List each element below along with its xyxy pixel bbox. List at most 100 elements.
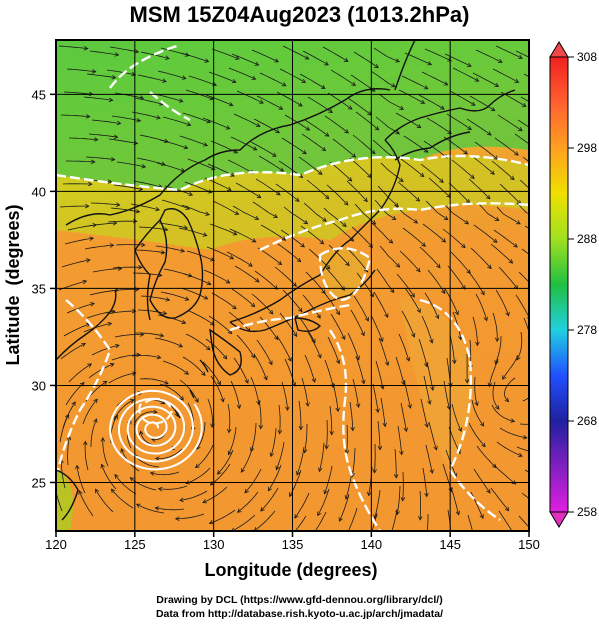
- streamline: [203, 269, 230, 284]
- streamline-arrowhead: [542, 171, 546, 175]
- streamline: [85, 156, 115, 160]
- streamline: [396, 485, 401, 515]
- streamline: [135, 332, 164, 337]
- streamline: [227, 159, 254, 174]
- streamline-arrowhead: [87, 363, 93, 368]
- streamline-arrowhead: [335, 310, 340, 316]
- streamline: [401, 310, 415, 338]
- streamline: [322, 290, 340, 315]
- streamline-arrowhead: [138, 186, 144, 192]
- streamline: [131, 111, 161, 119]
- streamline-arrowhead: [202, 232, 208, 237]
- streamline-arrowhead: [323, 489, 328, 495]
- streamline-arrowhead: [411, 332, 416, 338]
- streamline-arrowhead: [317, 511, 322, 517]
- streamline: [211, 48, 240, 60]
- streamline: [228, 426, 237, 455]
- streamline-arrowhead: [344, 129, 349, 134]
- streamline-arrowhead: [82, 279, 88, 285]
- streamline-arrowhead: [287, 357, 292, 362]
- streamline-arrowhead: [461, 243, 466, 249]
- streamline-arrowhead: [163, 227, 169, 232]
- streamline-arrowhead: [487, 382, 493, 388]
- streamline: [332, 382, 339, 412]
- streamline: [346, 424, 348, 454]
- streamline: [206, 246, 234, 260]
- streamline: [332, 138, 356, 158]
- streamline: [380, 397, 386, 427]
- streamline: [324, 465, 333, 494]
- streamline: [270, 427, 277, 457]
- streamline: [68, 137, 98, 141]
- streamline: [397, 425, 403, 455]
- streamline-arrowhead: [504, 397, 510, 403]
- streamline: [244, 468, 262, 494]
- streamline-arrowhead: [429, 469, 434, 474]
- streamline: [372, 139, 396, 159]
- streamline-arrowhead: [149, 471, 155, 476]
- streamline-arrowhead: [522, 435, 528, 440]
- streamline: [253, 118, 280, 134]
- streamline: [325, 267, 345, 291]
- streamline-arrowhead: [317, 353, 322, 359]
- streamline: [378, 337, 389, 366]
- streamline: [251, 49, 279, 63]
- streamline-arrowhead: [424, 423, 429, 428]
- streamline: [68, 363, 92, 383]
- streamline-arrowhead: [250, 302, 256, 308]
- streamline-arrowhead: [487, 264, 492, 270]
- streamline: [468, 422, 486, 447]
- streamline-arrowhead: [236, 404, 242, 410]
- x-axis-label: Longitude (degrees): [204, 560, 377, 580]
- streamline: [65, 382, 85, 406]
- streamline-arrowhead: [222, 354, 228, 360]
- streamline: [374, 443, 376, 473]
- streamline-arrowhead: [542, 108, 546, 111]
- streamline: [226, 251, 253, 267]
- streamline: [205, 94, 233, 106]
- streamline: [113, 184, 143, 190]
- streamline-arrowhead: [108, 97, 114, 103]
- streamline: [326, 184, 349, 206]
- colorbar-tick-label: 268: [577, 414, 597, 428]
- streamline: [256, 95, 283, 110]
- streamline-arrowhead: [278, 105, 284, 110]
- credit-data: Data from http://database.rish.kyoto-u.a…: [155, 608, 444, 620]
- streamline-arrowhead: [271, 152, 277, 157]
- streamline-arrowhead: [294, 513, 299, 519]
- streamline: [60, 114, 90, 118]
- x-tick-label: 150: [518, 537, 540, 552]
- streamline-arrowhead: [475, 341, 480, 347]
- colorbar-tick-label: 288: [577, 232, 597, 246]
- streamline-arrowhead: [181, 75, 187, 80]
- streamline-arrowhead: [511, 480, 517, 485]
- streamline: [157, 70, 186, 79]
- streamline: [375, 116, 400, 135]
- streamline: [92, 268, 122, 273]
- streamline: [421, 315, 433, 344]
- streamline-arrowhead: [474, 77, 480, 82]
- streamline-arrowhead: [467, 125, 472, 130]
- streamline: [399, 250, 421, 272]
- streamline-arrowhead: [464, 379, 470, 384]
- y-tick-label: 25: [32, 475, 46, 490]
- streamline-arrowhead: [232, 231, 238, 236]
- streamline: [159, 139, 188, 149]
- streamline: [352, 378, 359, 408]
- streamline-arrowhead: [220, 397, 225, 403]
- streamline-arrowhead: [328, 108, 334, 113]
- streamline: [450, 486, 460, 515]
- streamline: [351, 447, 356, 477]
- streamline-arrowhead: [204, 58, 210, 63]
- streamline: [179, 379, 199, 403]
- streamline: [111, 354, 141, 361]
- streamline: [180, 52, 209, 62]
- streamline: [161, 199, 190, 210]
- streamline-arrowhead: [139, 430, 144, 436]
- colorbar: 258 268 278 288 298 308: [549, 41, 597, 528]
- streamline: [231, 288, 255, 307]
- streamline: [426, 514, 429, 531]
- streamline: [82, 398, 98, 425]
- colorbar-min-arrow: [549, 511, 569, 528]
- streamline: [250, 376, 260, 405]
